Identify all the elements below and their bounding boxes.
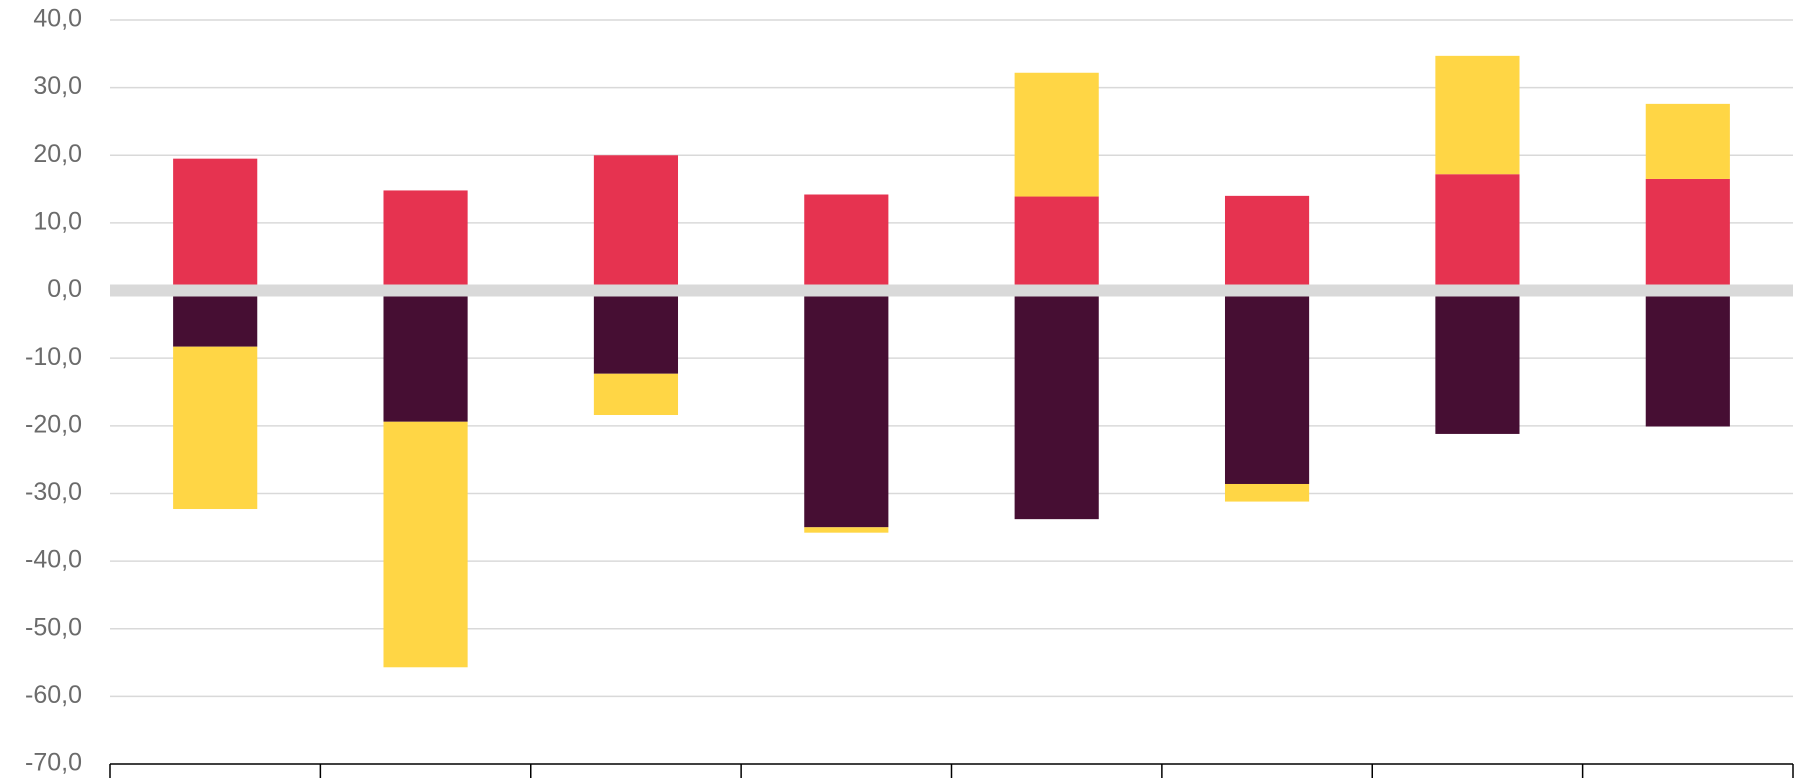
- bar-segment: [1014, 290, 1099, 520]
- y-tick-label: 10,0: [33, 208, 82, 236]
- bar-segment: [804, 527, 889, 533]
- y-tick-label: -30,0: [25, 478, 82, 506]
- bar-segment: [1435, 290, 1520, 434]
- bar-segment: [1014, 196, 1099, 291]
- bar-segment: [383, 190, 468, 291]
- bar-segment: [593, 290, 679, 374]
- bar-segment: [1224, 290, 1310, 484]
- y-tick-label: 40,0: [33, 5, 82, 33]
- axes: [109, 284, 1794, 778]
- y-tick-label: -20,0: [25, 410, 82, 438]
- bar-segment: [1014, 72, 1099, 197]
- bar-segment: [1435, 55, 1520, 175]
- bar-segment: [173, 158, 258, 291]
- y-tick-label: -70,0: [25, 749, 82, 777]
- bar-segment: [804, 290, 889, 528]
- bar-segment: [383, 421, 468, 668]
- bar-segment: [1435, 174, 1520, 291]
- bar-segment: [1645, 178, 1730, 291]
- bar-segment: [1645, 290, 1730, 427]
- y-tick-label: -10,0: [25, 343, 82, 371]
- bar-segment: [173, 290, 258, 347]
- bar-segment: [173, 346, 258, 510]
- bar-segment: [1645, 103, 1730, 179]
- bars: [173, 55, 1730, 668]
- y-tick-label: 0,0: [47, 275, 82, 303]
- y-tick-label: -50,0: [25, 613, 82, 641]
- y-tick-labels: 40,0 30,0 20,0 10,0 0,0 -10,0 -20,0 -30,0 -40,0 -…: [25, 5, 82, 777]
- bar-segment: [1224, 195, 1310, 291]
- bar-segment: [1224, 483, 1310, 502]
- bar-segment: [593, 373, 679, 415]
- bar-segment: [383, 290, 468, 422]
- gridlines: [110, 19, 1793, 698]
- bar-segment: [593, 155, 679, 291]
- bar-segment: [804, 194, 889, 291]
- y-tick-label: -40,0: [25, 546, 82, 574]
- y-tick-label: 20,0: [33, 140, 82, 168]
- y-tick-label: -60,0: [25, 681, 82, 709]
- y-tick-label: 30,0: [33, 72, 82, 100]
